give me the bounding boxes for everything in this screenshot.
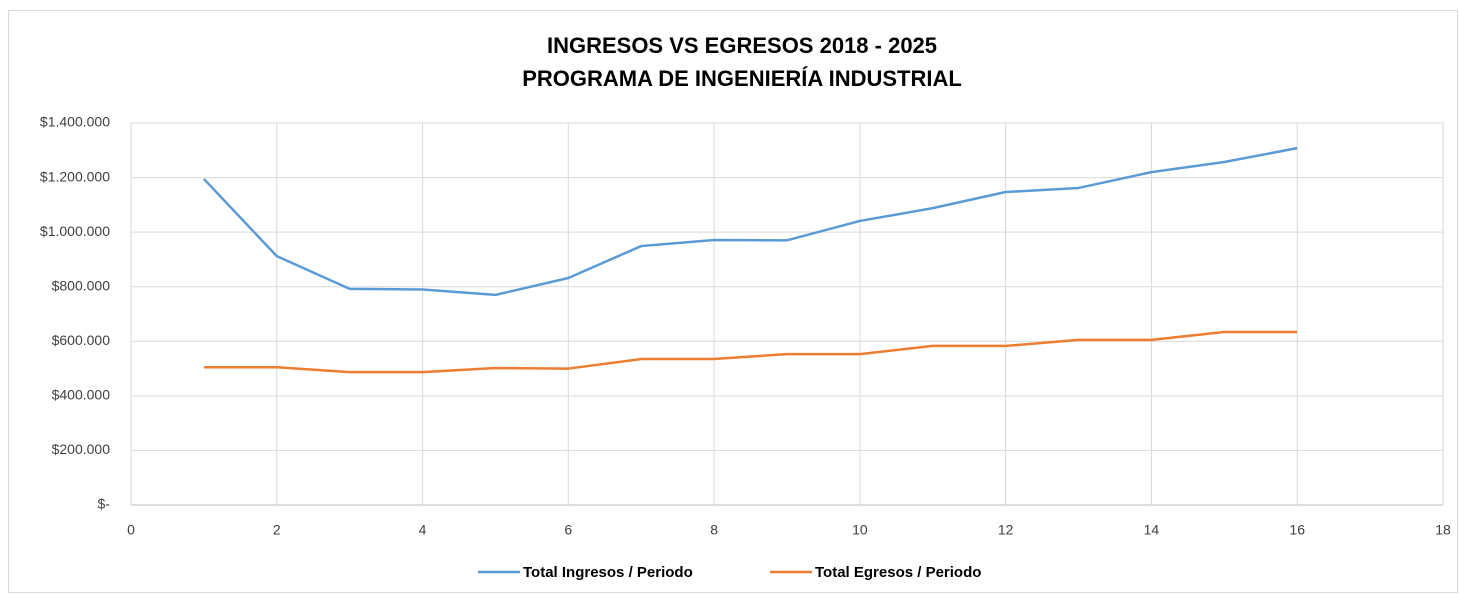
x-tick-label: 4 (419, 522, 427, 538)
chart-frame (8, 10, 1458, 593)
x-tick-label: 2 (273, 522, 281, 538)
legend-label: Total Ingresos / Periodo (523, 564, 693, 581)
y-tick-label: $400.000 (52, 387, 111, 403)
y-tick-label: $1.000.000 (40, 223, 110, 239)
x-tick-label: 8 (710, 522, 718, 538)
series-line (202, 146, 1298, 297)
y-tick-label: $1.400.000 (40, 114, 110, 130)
x-tick-label: 18 (1435, 522, 1451, 538)
x-tick-label: 10 (852, 522, 868, 538)
y-tick-label: $800.000 (52, 277, 111, 293)
x-tick-label: 0 (127, 522, 135, 538)
x-tick-label: 6 (564, 522, 572, 538)
y-tick-label: $200.000 (52, 441, 111, 457)
x-tick-label: 12 (998, 522, 1014, 538)
series-line (203, 330, 1298, 374)
x-tick-label: 14 (1144, 522, 1160, 538)
y-tick-label: $- (98, 496, 111, 512)
chart-title: PROGRAMA DE INGENIERÍA INDUSTRIAL (522, 66, 962, 91)
x-tick-label: 16 (1289, 522, 1305, 538)
legend-label: Total Egresos / Periodo (815, 564, 981, 581)
y-tick-label: $600.000 (52, 332, 111, 348)
chart-title: INGRESOS VS EGRESOS 2018 - 2025 (547, 33, 937, 58)
y-tick-label: $1.200.000 (40, 168, 110, 184)
